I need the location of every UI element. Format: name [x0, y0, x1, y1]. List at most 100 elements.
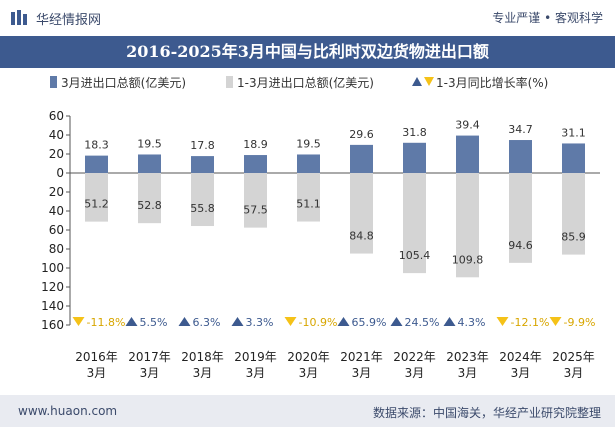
- x-tick-label-month: 3月: [352, 366, 372, 380]
- data-label-march: 39.4: [455, 119, 480, 132]
- y-tick-label: 40: [49, 128, 64, 142]
- data-label-ytd: 94.6: [508, 239, 533, 252]
- data-label-march: 19.5: [137, 137, 162, 150]
- chart-legend: 3月进出口总额(亿美元) 1-3月进出口总额(亿美元) 1-3月同比增长率(%): [0, 74, 615, 94]
- data-label-ytd: 55.8: [190, 202, 215, 215]
- data-label-march: 18.9: [243, 138, 268, 151]
- growth-up-marker: [337, 317, 350, 326]
- x-tick-label-year: 2023年: [446, 350, 489, 364]
- bar-ytd: [138, 173, 161, 224]
- x-tick-label-month: 3月: [405, 366, 425, 380]
- bar-ytd: [456, 173, 479, 278]
- bar-march: [403, 142, 426, 173]
- growth-rate-label: -11.8%: [87, 316, 126, 329]
- data-label-ytd: 51.1: [296, 198, 321, 211]
- growth-down-marker: [72, 317, 85, 326]
- data-label-march: 29.6: [349, 128, 374, 141]
- y-tick-label: 100: [41, 261, 64, 275]
- data-label-ytd: 85.9: [561, 231, 586, 244]
- x-tick-label-year: 2018年: [181, 350, 224, 364]
- up-triangle-icon: [412, 77, 422, 86]
- y-tick-label: 120: [41, 280, 64, 294]
- growth-rate-label: -12.1%: [511, 316, 550, 329]
- bar-march: [244, 155, 267, 173]
- site-url: www.huaon.com: [18, 404, 118, 418]
- x-tick-label-month: 3月: [458, 366, 478, 380]
- growth-up-marker: [390, 317, 403, 326]
- top-bar: 华经情报网 专业严谨 • 客观科学: [0, 0, 615, 36]
- slogan: 专业严谨 • 客观科学: [492, 11, 603, 25]
- huaon-logo-icon: [11, 10, 27, 25]
- growth-rate-label: -10.9%: [299, 316, 338, 329]
- bar-march: [350, 144, 373, 173]
- legend-item-march: 3月进出口总额(亿美元): [50, 74, 186, 91]
- legend-label-ytd: 1-3月进出口总额(亿美元): [237, 76, 374, 90]
- x-tick-label-month: 3月: [511, 366, 531, 380]
- y-tick-label: 140: [41, 299, 64, 313]
- legend-swatch-ytd: [226, 76, 233, 88]
- data-label-march: 18.3: [84, 139, 109, 152]
- x-tick-label-year: 2022年: [393, 350, 436, 364]
- x-tick-label-year: 2021年: [340, 350, 383, 364]
- y-tick-label: 40: [49, 204, 64, 218]
- x-tick-label-year: 2016年: [75, 350, 118, 364]
- bar-ytd: [509, 173, 532, 263]
- bar-march: [297, 154, 320, 173]
- growth-down-marker: [284, 317, 297, 326]
- y-tick-label: 80: [49, 242, 64, 256]
- x-tick-label-year: 2019年: [234, 350, 277, 364]
- title-band: [0, 36, 615, 68]
- data-label-ytd: 57.5: [243, 204, 268, 217]
- growth-up-marker: [443, 317, 456, 326]
- data-label-ytd: 84.8: [349, 230, 374, 243]
- bar-march: [191, 156, 214, 173]
- bar-ytd: [85, 173, 108, 222]
- data-source: 数据来源：中国海关，华经产业研究院整理: [372, 406, 601, 420]
- footer-band: [0, 395, 615, 427]
- data-label-ytd: 51.2: [84, 198, 109, 211]
- growth-rate-label: 5.5%: [140, 316, 168, 329]
- data-label-ytd: 109.8: [452, 253, 484, 266]
- y-tick-label: 0: [56, 166, 64, 180]
- x-tick-label-year: 2025年: [552, 350, 595, 364]
- legend-item-ytd: 1-3月进出口总额(亿美元): [226, 74, 374, 91]
- y-tick-label: 20: [49, 185, 64, 199]
- data-label-march: 19.5: [296, 137, 321, 150]
- bar-march: [509, 140, 532, 173]
- chart-plot: 60 40 20 0 20 40 60 80 100 120 140 160 18.3 51.2 -11.8…: [41, 109, 600, 380]
- y-tick-label: 160: [41, 318, 64, 332]
- growth-rate-label: 24.5%: [405, 316, 440, 329]
- legend-item-growth: 1-3月同比增长率(%): [412, 74, 548, 91]
- growth-rate-label: 6.3%: [193, 316, 221, 329]
- bar-ytd: [297, 173, 320, 222]
- bar-march: [85, 155, 108, 173]
- x-tick-label-month: 3月: [246, 366, 266, 380]
- x-tick-label-year: 2020年: [287, 350, 330, 364]
- growth-rate-label: 4.3%: [458, 316, 486, 329]
- bar-march: [562, 143, 585, 173]
- data-label-march: 17.8: [190, 139, 215, 152]
- bar-ytd: [403, 173, 426, 274]
- growth-down-marker: [496, 317, 509, 326]
- growth-down-marker: [549, 317, 562, 326]
- x-tick-label-month: 3月: [87, 366, 107, 380]
- x-tick-label-month: 3月: [193, 366, 213, 380]
- data-label-march: 31.8: [402, 126, 427, 139]
- bar-ytd: [191, 173, 214, 227]
- y-tick-label: 60: [49, 109, 64, 123]
- legend-swatch-march: [50, 76, 57, 88]
- growth-up-marker: [125, 317, 138, 326]
- chart-title: 2016-2025年3月中国与比利时双边货物进出口额: [126, 42, 489, 61]
- y-tick-label: 60: [49, 223, 64, 237]
- bar-ytd: [562, 173, 585, 255]
- growth-rate-label: 3.3%: [246, 316, 274, 329]
- data-label-ytd: 105.4: [399, 249, 431, 262]
- growth-rate-label: -9.9%: [564, 316, 596, 329]
- x-tick-label-year: 2017年: [128, 350, 171, 364]
- growth-rate-label: 65.9%: [352, 316, 387, 329]
- x-tick-label-year: 2024年: [499, 350, 542, 364]
- y-tick-label: 20: [49, 147, 64, 161]
- growth-up-marker: [178, 317, 191, 326]
- data-label-march: 34.7: [508, 123, 533, 136]
- x-tick-label-month: 3月: [564, 366, 584, 380]
